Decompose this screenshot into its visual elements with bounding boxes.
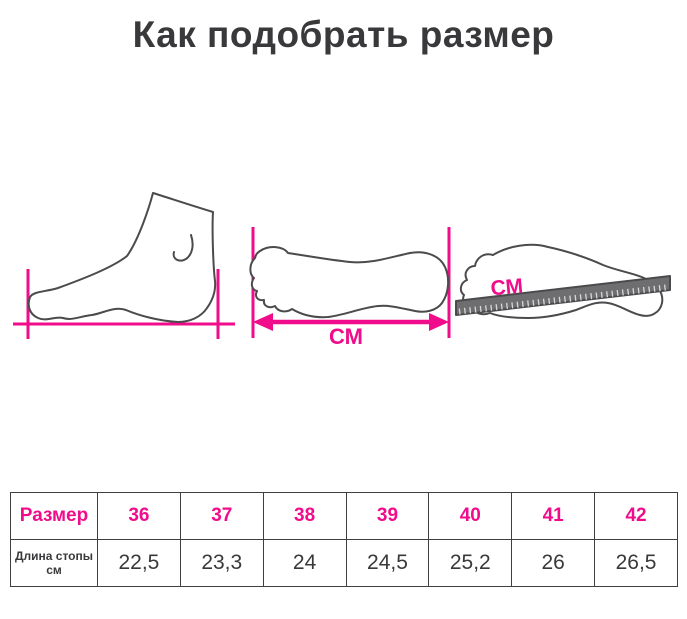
size-value-41: 41 <box>511 492 596 540</box>
ankle-bone-mark <box>172 234 194 262</box>
length-value-37: 23,3 <box>179 539 264 587</box>
foot-ruler-illustration: СМ <box>455 243 671 319</box>
length-row-label: Длина стопы см <box>10 539 98 587</box>
arrow-left-head <box>253 313 273 331</box>
length-label-line2: см <box>46 563 62 577</box>
size-value-38: 38 <box>262 492 347 540</box>
footprint-illustration: СМ <box>249 227 451 349</box>
length-label-line1: Длина стопы <box>14 548 94 563</box>
size-value-37: 37 <box>179 492 264 540</box>
size-row: Размер 36 37 38 39 40 41 42 <box>10 492 678 540</box>
length-value-39: 24,5 <box>345 539 430 587</box>
foot-side-illustration <box>13 192 235 339</box>
size-value-39: 39 <box>345 492 430 540</box>
size-table: Размер 36 37 38 39 40 41 42 Длина стопы … <box>10 492 678 587</box>
length-value-41: 26 <box>511 539 596 587</box>
page-title: Как подобрать размер <box>132 14 555 55</box>
size-value-42: 42 <box>594 492 678 540</box>
foot-side-outline <box>27 192 217 323</box>
length-value-38: 24 <box>262 539 347 587</box>
length-row: Длина стопы см 22,5 23,3 24 24,5 25,2 26… <box>10 539 678 587</box>
ruler <box>455 275 671 316</box>
footprint-outline <box>249 246 450 319</box>
size-value-40: 40 <box>428 492 513 540</box>
length-value-42: 26,5 <box>594 539 678 587</box>
ruler-cm-label: СМ <box>490 275 524 301</box>
size-row-label: Размер <box>10 492 98 540</box>
length-value-40: 25,2 <box>428 539 513 587</box>
arrow-right-head <box>429 313 449 331</box>
footprint-cm-label: СМ <box>329 324 363 349</box>
size-value-36: 36 <box>97 492 181 540</box>
length-value-36: 22,5 <box>97 539 181 587</box>
